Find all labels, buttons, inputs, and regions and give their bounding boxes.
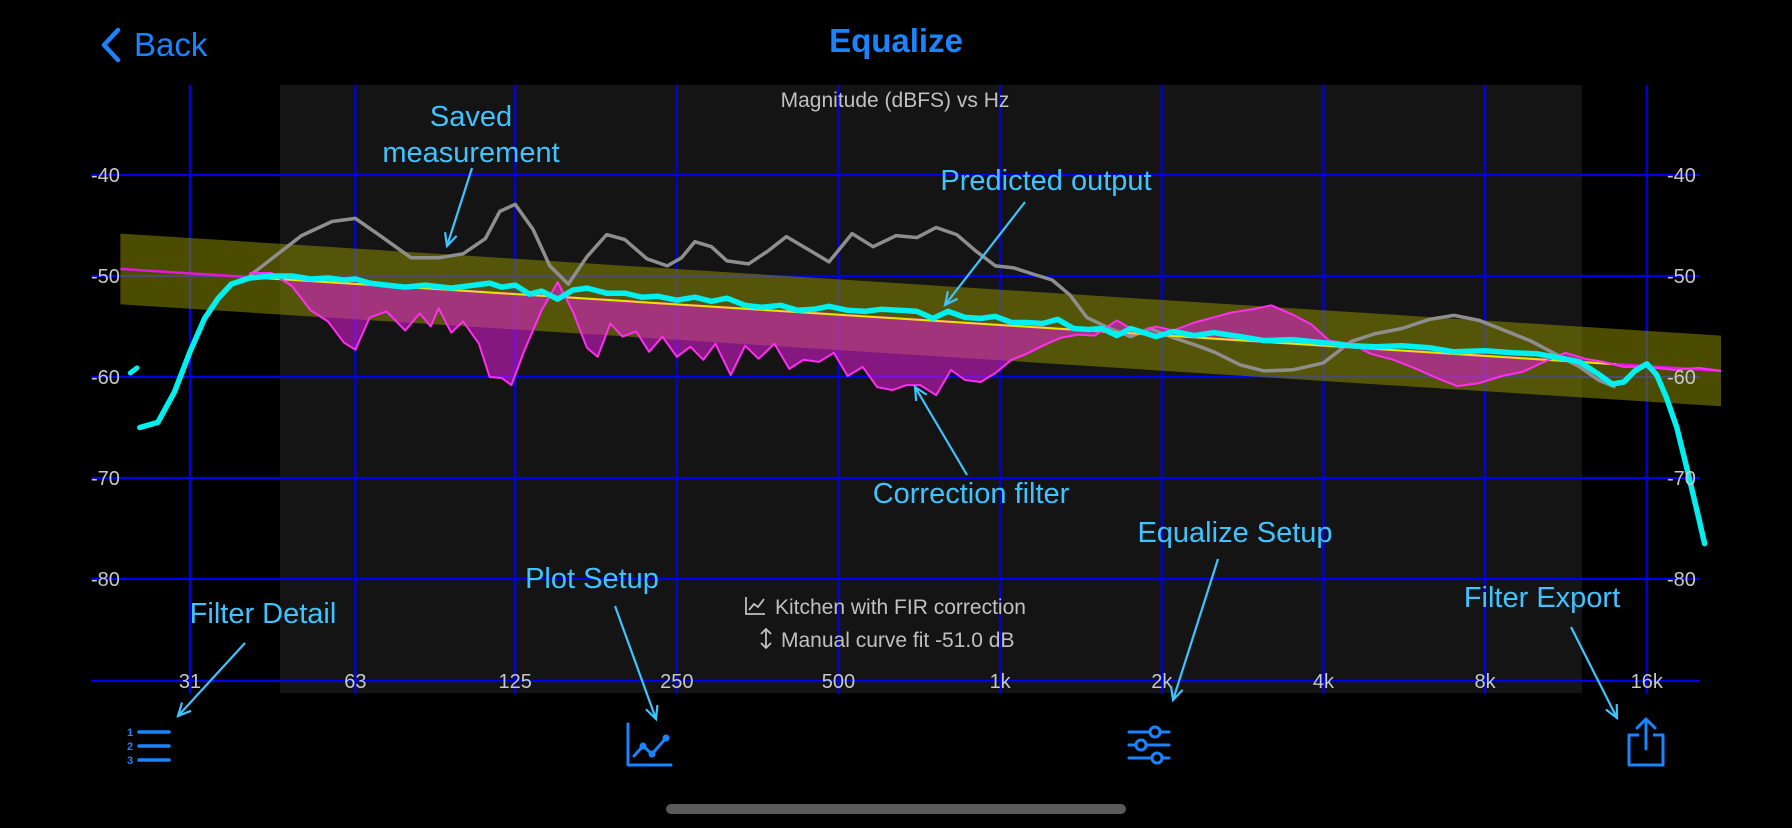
annotation-arrow xyxy=(913,384,968,476)
annotation-predicted-output: Predicted output xyxy=(940,165,1151,197)
page-title: Equalize xyxy=(829,22,963,59)
chart-title: Magnitude (dBFS) vs Hz xyxy=(781,89,1010,112)
svg-text:3: 3 xyxy=(127,755,133,766)
chart-icon xyxy=(745,597,765,615)
predicted-output-line xyxy=(137,273,1708,547)
annotation-arrow xyxy=(943,201,1026,307)
y-tick-label-right: -40 xyxy=(1667,165,1696,187)
back-label: Back xyxy=(134,26,208,63)
equalize-setup-button[interactable] xyxy=(1127,724,1171,766)
annotation-arrow xyxy=(443,167,474,249)
x-tick-label: 31 xyxy=(179,671,201,693)
annotation-correction-filter: Correction filter xyxy=(873,478,1070,510)
y-tick-label: -70 xyxy=(91,468,120,490)
x-tick-label: 500 xyxy=(822,671,855,693)
x-tick-label: 125 xyxy=(498,671,531,693)
info-line-1: Kitchen with FIR correction xyxy=(775,596,1026,619)
annotation-saved-measurement-line1: Saved xyxy=(430,101,512,133)
correction-filter-fill xyxy=(249,273,1721,396)
line-chart-icon xyxy=(626,722,673,767)
back-button[interactable]: Back xyxy=(100,18,207,72)
annotation-arrow xyxy=(1570,626,1619,721)
annotation-arrow xyxy=(1169,558,1220,703)
sliders-icon xyxy=(1127,725,1171,765)
y-tick-label-right: -80 xyxy=(1667,569,1696,591)
annotation-arrow xyxy=(613,605,659,722)
filter-detail-button[interactable]: 1 2 3 xyxy=(124,724,172,767)
plot-setup-button[interactable] xyxy=(624,722,674,768)
annotation-plot-setup: Plot Setup xyxy=(525,563,659,595)
y-tick-label: -50 xyxy=(91,266,120,288)
home-indicator xyxy=(666,804,1126,814)
chevron-left-icon xyxy=(101,27,121,63)
info-line-2: Manual curve fit -51.0 dB xyxy=(781,629,1014,652)
saved-measurement-line xyxy=(248,202,1617,389)
annotation-saved-measurement-line2: measurement xyxy=(382,137,559,169)
x-tick-label: 2k xyxy=(1151,671,1173,693)
annotation-filter-export: Filter Export xyxy=(1464,582,1620,614)
annotation-filter-detail: Filter Detail xyxy=(190,598,337,630)
x-tick-label: 8k xyxy=(1475,671,1497,693)
x-tick-label: 1k xyxy=(990,671,1012,693)
svg-text:1: 1 xyxy=(127,727,133,739)
x-tick-label: 63 xyxy=(344,671,366,693)
x-tick-label: 16k xyxy=(1631,671,1664,693)
y-tick-label-right: -70 xyxy=(1667,468,1696,490)
y-tick-label: -80 xyxy=(91,569,120,591)
numbered-list-icon: 1 2 3 xyxy=(127,727,171,767)
x-tick-label: 250 xyxy=(660,671,693,693)
y-tick-label: -40 xyxy=(91,165,120,187)
y-tick-label-right: -50 xyxy=(1667,266,1696,288)
x-tick-label: 4k xyxy=(1313,671,1335,693)
y-tick-label-right: -60 xyxy=(1667,367,1696,389)
svg-text:2: 2 xyxy=(127,741,133,753)
y-tick-label: -60 xyxy=(91,367,120,389)
annotation-equalize-setup: Equalize Setup xyxy=(1137,517,1332,549)
vertical-arrows-icon xyxy=(760,627,772,650)
share-icon xyxy=(1627,717,1665,767)
filter-export-button[interactable] xyxy=(1626,716,1666,768)
correction-filter-line xyxy=(249,272,1722,397)
predicted-output-fragment xyxy=(127,365,140,376)
annotation-arrow xyxy=(176,642,246,718)
